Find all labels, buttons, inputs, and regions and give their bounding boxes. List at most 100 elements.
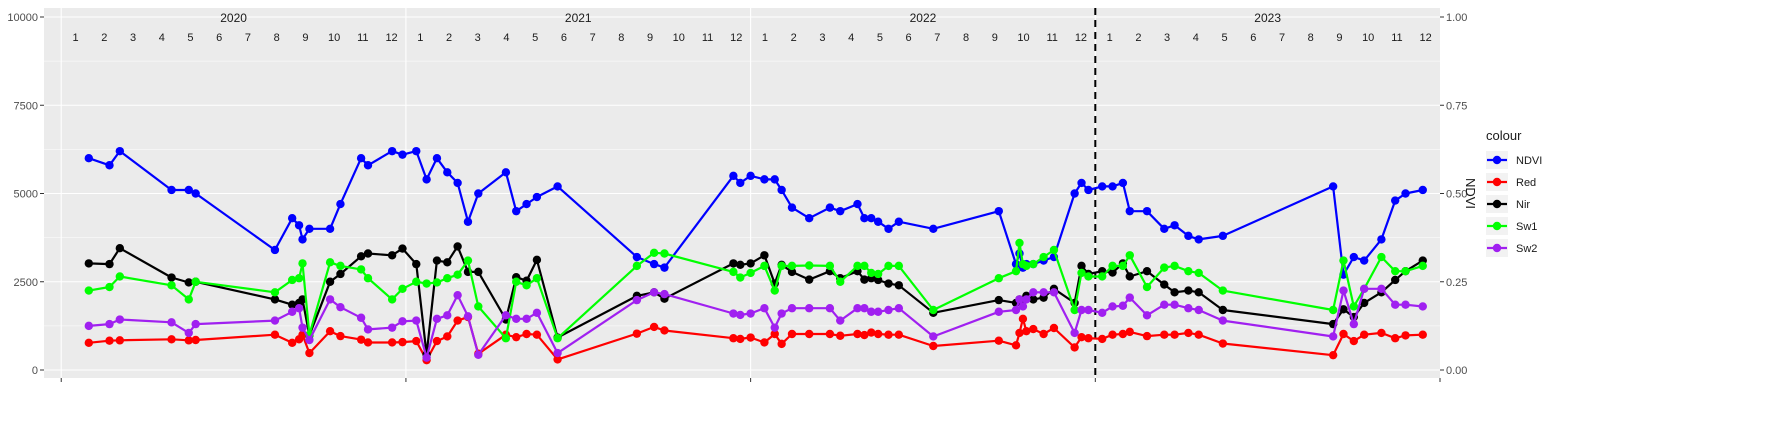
data-point-nir	[1142, 266, 1152, 276]
data-point-sw1	[474, 302, 483, 311]
y-left-tick-label: 2500	[14, 277, 38, 289]
data-point-ndvi	[867, 214, 876, 223]
data-point-sw1	[836, 277, 845, 286]
data-point-sw2	[398, 317, 407, 326]
month-label: 7	[590, 32, 596, 44]
grid	[44, 8, 1440, 378]
data-point-nir	[1194, 288, 1203, 297]
month-label: 1	[73, 32, 79, 44]
data-point-sw1	[1022, 261, 1031, 271]
data-point-nir	[860, 275, 869, 284]
data-point-ndvi	[736, 178, 745, 188]
data-point-sw2	[660, 289, 669, 299]
data-point-nir	[1108, 268, 1117, 277]
data-point-ndvi	[474, 189, 483, 198]
legend-key-point	[1492, 221, 1502, 231]
data-point-sw1	[1011, 266, 1021, 276]
data-point-ndvi	[729, 171, 738, 181]
data-point-nir	[1170, 288, 1179, 297]
data-point-sw2	[770, 323, 779, 332]
data-point-sw2	[873, 307, 883, 316]
data-point-nir	[1184, 286, 1193, 295]
year-label: 2020	[220, 11, 247, 25]
data-point-sw2	[805, 304, 814, 313]
data-point-sw1	[1098, 272, 1107, 281]
y-left-tick-label: 0	[32, 365, 38, 377]
data-point-sw1	[1160, 263, 1169, 272]
month-label: 8	[963, 32, 969, 44]
data-point-red	[1170, 330, 1179, 339]
month-label: 1	[417, 32, 423, 44]
data-point-nir	[287, 300, 297, 309]
data-point-red	[1011, 341, 1021, 350]
data-point-red	[443, 332, 452, 341]
data-point-sw2	[167, 318, 176, 327]
month-label: 6	[1250, 32, 1256, 44]
data-point-sw2	[387, 323, 397, 332]
data-point-nir	[105, 259, 114, 269]
data-point-red	[191, 335, 200, 345]
data-point-ndvi	[836, 206, 845, 216]
data-point-ndvi	[463, 217, 473, 226]
month-label: 12	[385, 32, 397, 44]
month-label: 10	[1362, 32, 1374, 44]
data-point-red	[1118, 329, 1128, 339]
month-label: 8	[1308, 32, 1314, 44]
data-point-ndvi	[501, 168, 511, 177]
data-point-nir	[356, 252, 366, 261]
data-point-sw1	[1194, 268, 1203, 278]
data-point-sw2	[729, 309, 738, 318]
month-label: 2	[791, 32, 797, 44]
data-point-sw2	[884, 305, 893, 315]
legend-item-sw2: Sw2	[1486, 239, 1537, 257]
data-point-sw1	[432, 278, 442, 287]
data-point-nir	[873, 275, 883, 285]
data-point-nir	[363, 249, 373, 258]
data-point-red	[746, 333, 755, 342]
data-point-red	[660, 326, 669, 335]
data-point-sw2	[1170, 300, 1179, 309]
data-point-red	[1390, 334, 1400, 343]
data-point-nir	[453, 242, 462, 251]
data-point-sw1	[1390, 266, 1400, 276]
data-point-ndvi	[1077, 178, 1086, 188]
data-point-sw1	[777, 261, 786, 271]
data-point-red	[1194, 330, 1203, 339]
data-point-nir	[412, 259, 421, 269]
month-label: 10	[673, 32, 685, 44]
month-label: 3	[130, 32, 136, 44]
y-right-tick-label: 0.75	[1446, 100, 1467, 112]
month-label: 11	[357, 32, 368, 44]
month-label: 6	[216, 32, 222, 44]
data-point-sw1	[298, 259, 307, 268]
data-point-sw1	[184, 295, 193, 304]
data-point-red	[512, 332, 521, 342]
data-point-sw1	[1084, 272, 1093, 281]
data-point-sw1	[84, 286, 94, 295]
data-point-ndvi	[1349, 252, 1359, 262]
legend-key-point	[1492, 155, 1502, 165]
data-point-ndvi	[649, 259, 659, 269]
y-left-tick-label: 5000	[14, 189, 38, 201]
data-point-sw2	[632, 295, 642, 305]
data-point-ndvi	[853, 199, 862, 209]
data-point-sw2	[787, 304, 797, 313]
data-point-ndvi	[356, 154, 366, 163]
data-point-sw1	[649, 248, 659, 258]
data-point-red	[1108, 330, 1117, 339]
data-point-nir	[1077, 261, 1086, 271]
legend-title: colour	[1486, 128, 1522, 143]
data-point-sw1	[867, 268, 876, 278]
data-point-sw1	[167, 281, 176, 290]
data-point-red	[1049, 323, 1059, 333]
data-point-red	[873, 329, 883, 339]
data-point-sw1	[553, 334, 562, 343]
data-point-red	[1070, 343, 1079, 352]
data-point-sw1	[1039, 252, 1048, 262]
data-point-sw2	[1098, 308, 1107, 318]
month-label: 9	[302, 32, 308, 44]
data-point-red	[1018, 314, 1028, 324]
data-point-red	[432, 336, 442, 346]
data-point-sw1	[522, 281, 531, 290]
